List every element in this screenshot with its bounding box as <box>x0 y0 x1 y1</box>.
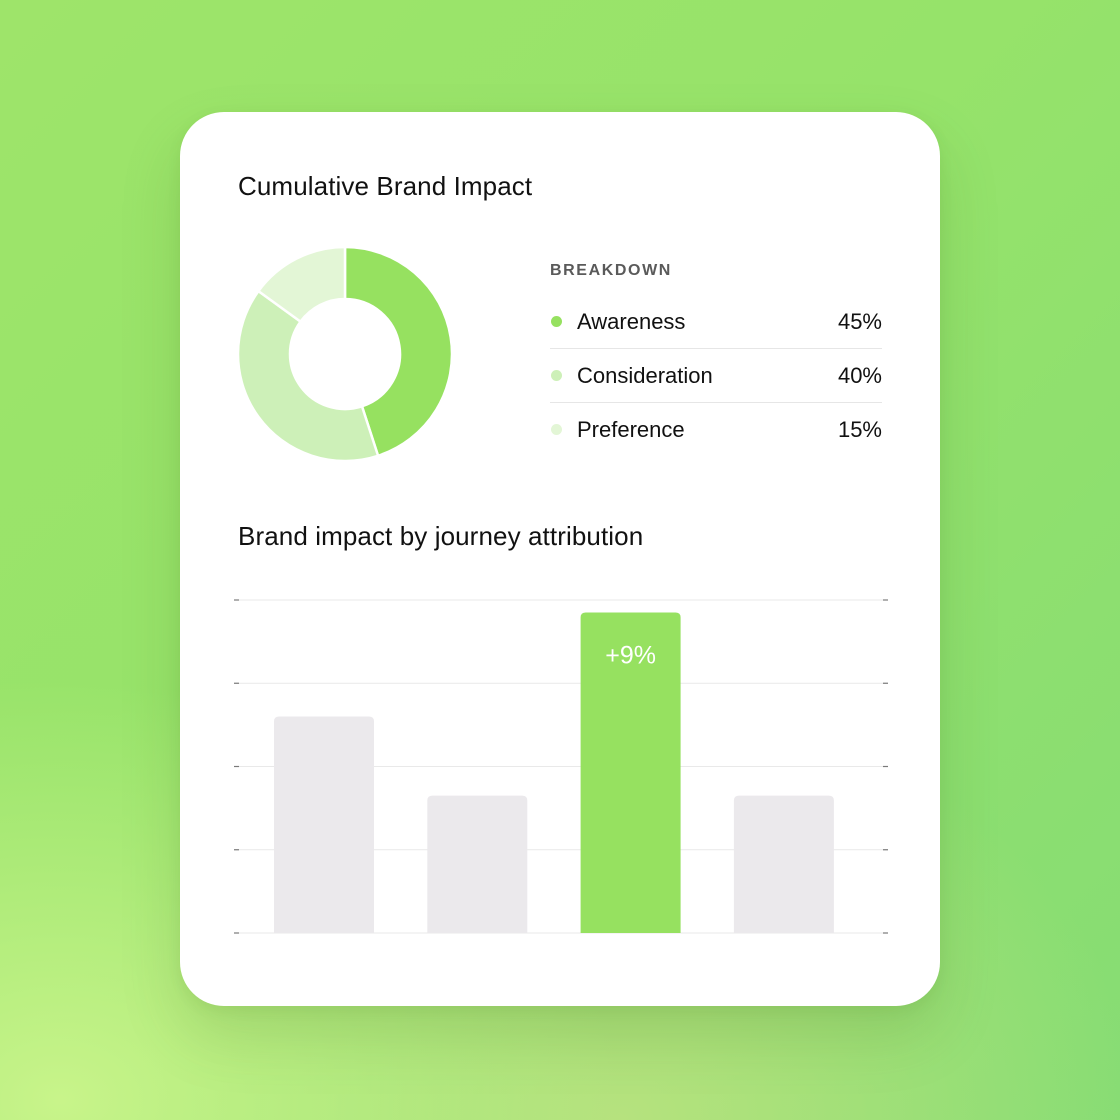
journey-attribution-title: Brand impact by journey attribution <box>238 521 644 551</box>
legend-value: 45% <box>837 309 882 334</box>
bar-data-label: +9% <box>605 641 656 669</box>
bar-chart: +9% <box>234 599 888 934</box>
legend-item-awareness: Awareness 45% <box>550 295 882 349</box>
breakdown-label: BREAKDOWN <box>550 262 672 279</box>
brand-impact-card: Cumulative Brand Impact BREAKDOWN Awaren… <box>180 112 940 1006</box>
donut-slice-awareness <box>343 245 454 458</box>
legend-item-preference: Preference 15% <box>550 403 882 456</box>
legend-list: Awareness 45% Consideration 40% Preference 15… <box>550 295 882 456</box>
bar-highlighted <box>580 612 681 933</box>
donut-slice-preference <box>256 245 347 324</box>
legend-dot-icon <box>551 316 562 327</box>
legend-value: 40% <box>837 363 882 388</box>
cumulative-brand-impact-title: Cumulative Brand Impact <box>238 171 533 201</box>
breakdown-legend: BREAKDOWN Awareness 45% Consideration 40% Pr… <box>550 260 882 456</box>
bar <box>733 795 834 933</box>
legend-dot-icon <box>551 370 562 381</box>
legend-value: 15% <box>837 417 882 442</box>
legend-dot-icon <box>551 424 562 435</box>
legend-label: Awareness <box>577 309 686 334</box>
bar <box>274 716 374 933</box>
legend-label: Preference <box>577 417 685 442</box>
legend-label: Consideration <box>577 363 713 388</box>
legend-item-consideration: Consideration 40% <box>550 349 882 403</box>
bar <box>427 795 528 933</box>
donut-chart <box>236 245 454 463</box>
donut-slice-consideration <box>236 289 380 463</box>
